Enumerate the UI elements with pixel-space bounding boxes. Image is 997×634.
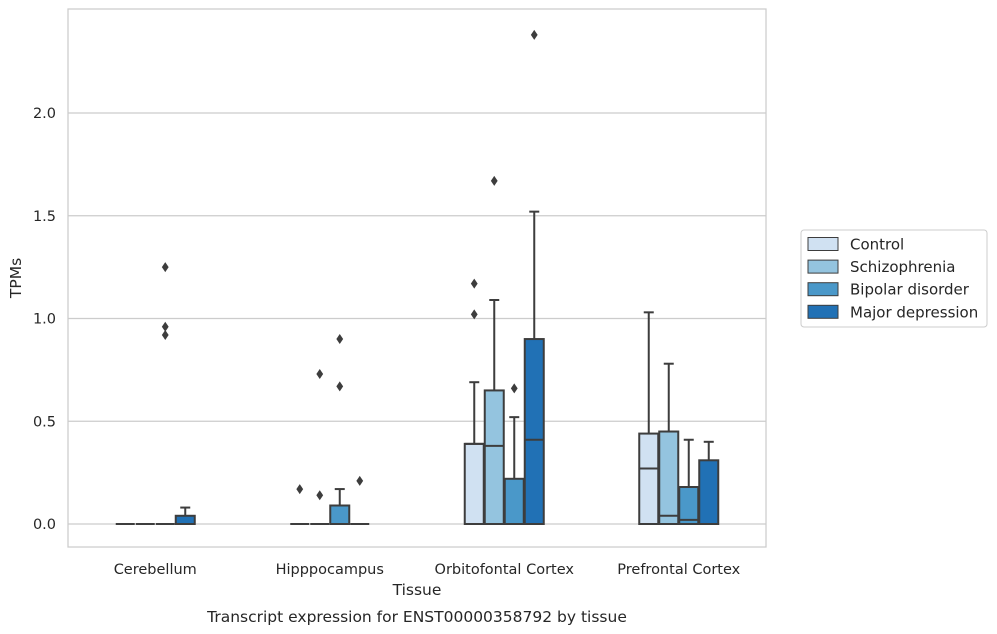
box-body <box>329 504 351 526</box>
outlier-point <box>530 29 538 40</box>
legend-swatch <box>807 259 839 274</box>
box <box>310 368 330 525</box>
y-tick-label: 0.5 <box>33 414 56 430</box>
legend-label: Major depression <box>850 303 978 321</box>
x-tick-label: Hipppocampus <box>276 562 384 578</box>
outlier-point <box>510 383 518 394</box>
outlier-point <box>296 484 304 495</box>
x-tick-label: Prefrontal Cortex <box>617 562 740 578</box>
series-group <box>135 175 680 525</box>
box <box>329 334 351 526</box>
legend-frame <box>800 229 988 328</box>
outlier-point <box>316 368 324 379</box>
outlier-point <box>356 475 364 486</box>
legend-item: Schizophrenia <box>807 258 955 276</box>
outlier-point <box>470 278 478 289</box>
box-body <box>174 514 196 526</box>
outlier-point <box>336 381 344 392</box>
box <box>523 29 545 525</box>
box <box>638 311 660 525</box>
box-body <box>463 442 485 526</box>
outlier-point <box>336 334 344 345</box>
outlier-point <box>161 262 169 273</box>
outlier-point <box>490 175 498 186</box>
box-body <box>503 477 525 526</box>
legend-label: Control <box>850 236 904 254</box>
box-body <box>658 430 680 525</box>
outlier-point <box>161 329 169 340</box>
chart-caption: Transcript expression for ENST0000035879… <box>206 608 627 626</box>
box <box>483 175 505 525</box>
box-body <box>523 338 545 525</box>
x-tick-label: Orbitofontal Cortex <box>435 562 575 578</box>
box-body <box>678 486 700 526</box>
y-tick-label: 1.5 <box>33 209 56 225</box>
series-group <box>155 262 700 526</box>
legend-label: Schizophrenia <box>850 258 955 276</box>
legend-item: Major depression <box>807 303 978 321</box>
box-groups <box>115 29 720 526</box>
outlier-point <box>470 309 478 320</box>
series-group <box>174 29 720 526</box>
box <box>350 475 370 525</box>
legend-swatch <box>807 237 839 251</box>
y-tick-label: 0.0 <box>33 517 56 533</box>
box <box>698 440 720 526</box>
y-tick-label: 1.0 <box>33 312 56 328</box>
box <box>658 362 680 525</box>
box-body <box>698 459 720 526</box>
box <box>290 484 310 525</box>
x-tick-label: Cerebellum <box>114 562 197 578</box>
legend-swatch <box>807 282 839 297</box>
box <box>174 506 196 526</box>
box-body <box>483 389 505 525</box>
legend: Control Schizophrenia Bipolar disorder Majo… <box>800 229 988 328</box>
y-tick-labels: 0.0 0.5 1.0 1.5 2.0 <box>33 106 56 533</box>
box <box>155 262 175 525</box>
x-tick-labels: Cerebellum Hipppocampus Orbitofontal Corte… <box>114 562 741 578</box>
legend-item: Bipolar disorder <box>807 281 970 299</box>
y-axis-title: TPMs <box>7 258 25 299</box>
legend-swatch <box>807 304 839 319</box>
legend-label: Bipolar disorder <box>850 281 970 299</box>
x-axis-title: Tissue <box>392 581 442 599</box>
outlier-point <box>161 321 169 332</box>
y-tick-label: 2.0 <box>33 106 56 122</box>
box <box>463 278 485 526</box>
series-group <box>115 278 660 526</box>
outlier-point <box>316 490 324 501</box>
box-body <box>638 432 660 525</box>
legend-item: Control <box>807 236 904 254</box>
